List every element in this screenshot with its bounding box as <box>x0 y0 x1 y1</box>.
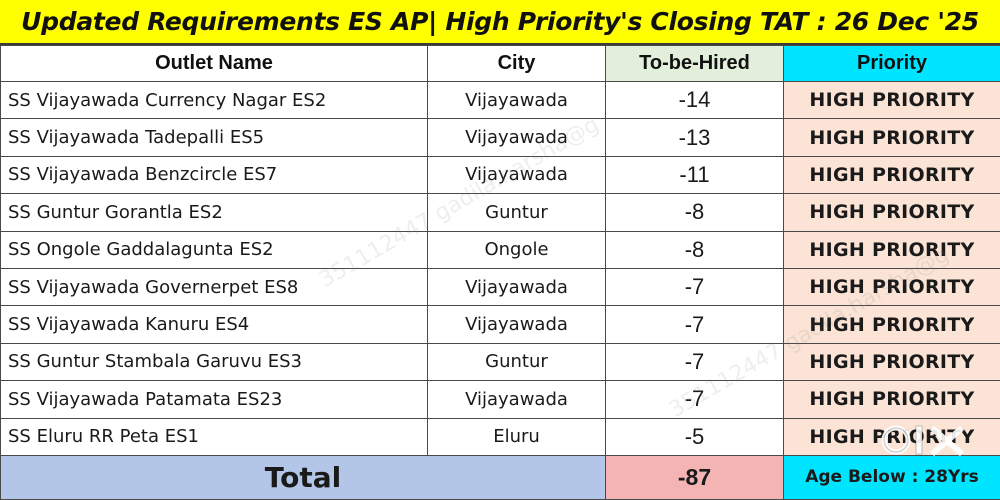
total-value: -87 <box>605 454 784 500</box>
outlet-name-cell: SS Guntur Stambala Garuvu ES3 <box>0 342 428 382</box>
outlet-name-cell: SS Vijayawada Currency Nagar ES2 <box>0 80 428 120</box>
to-be-hired-cell: -5 <box>605 417 784 456</box>
priority-cell: HIGH PRIORITY <box>783 230 1000 269</box>
priority-cell: HIGH PRIORITY <box>783 267 1000 307</box>
city-cell: Guntur <box>427 342 606 382</box>
total-label: Total <box>0 454 606 500</box>
table-row: SS Vijayawada Kanuru ES4 Vijayawada -7 H… <box>0 305 1000 344</box>
table-row: SS Ongole Gaddalagunta ES2 Ongole -8 HIG… <box>0 230 1000 269</box>
to-be-hired-cell: -13 <box>605 118 784 157</box>
outlet-name-cell: SS Ongole Gaddalagunta ES2 <box>0 230 428 269</box>
outlet-name-cell: SS Vijayawada Governerpet ES8 <box>0 267 428 307</box>
table-row: SS Vijayawada Currency Nagar ES2 Vijayaw… <box>0 80 1000 120</box>
title-bar: Updated Requirements ES AP| High Priorit… <box>0 0 1000 45</box>
to-be-hired-cell: -7 <box>605 305 784 344</box>
city-cell: Vijayawada <box>427 118 606 157</box>
col-header-to-be-hired: To-be-Hired <box>605 45 784 82</box>
to-be-hired-cell: -8 <box>605 193 784 232</box>
table-row: SS Guntur Stambala Garuvu ES3 Guntur -7 … <box>0 342 1000 382</box>
priority-cell: HIGH PRIORITY <box>783 305 1000 344</box>
requirements-table: Outlet Name City To-be-Hired Priority SS… <box>0 45 1000 500</box>
priority-cell: HIGH PRIORITY <box>783 380 1000 419</box>
priority-cell: HIGH PRIORITY <box>783 193 1000 232</box>
total-row: Total -87 Age Below : 28Yrs <box>0 454 1000 500</box>
priority-cell: HIGH PRIORITY <box>783 417 1000 456</box>
city-cell: Vijayawada <box>427 267 606 307</box>
outlet-name-cell: SS Vijayawada Kanuru ES4 <box>0 305 428 344</box>
to-be-hired-cell: -7 <box>605 380 784 419</box>
table-row: SS Vijayawada Tadepalli ES5 Vijayawada -… <box>0 118 1000 157</box>
city-cell: Vijayawada <box>427 80 606 120</box>
outlet-name-cell: SS Vijayawada Tadepalli ES5 <box>0 118 428 157</box>
col-header-city: City <box>427 45 606 82</box>
city-cell: Vijayawada <box>427 305 606 344</box>
outlet-name-cell: SS Vijayawada Benzcircle ES7 <box>0 155 428 195</box>
col-header-priority: Priority <box>783 45 1000 82</box>
col-header-outlet: Outlet Name <box>0 45 428 82</box>
city-cell: Vijayawada <box>427 155 606 195</box>
to-be-hired-cell: -11 <box>605 155 784 195</box>
city-cell: Eluru <box>427 417 606 456</box>
table-row: SS Vijayawada Benzcircle ES7 Vijayawada … <box>0 155 1000 195</box>
outlet-name-cell: SS Guntur Gorantla ES2 <box>0 193 428 232</box>
priority-cell: HIGH PRIORITY <box>783 342 1000 382</box>
outlet-name-cell: SS Eluru RR Peta ES1 <box>0 417 428 456</box>
table-row: SS Guntur Gorantla ES2 Guntur -8 HIGH PR… <box>0 193 1000 232</box>
table-row: SS Vijayawada Governerpet ES8 Vijayawada… <box>0 267 1000 307</box>
age-limit-note: Age Below : 28Yrs <box>783 454 1000 500</box>
page-title: Updated Requirements ES AP| High Priorit… <box>21 7 979 36</box>
priority-cell: HIGH PRIORITY <box>783 80 1000 120</box>
header-row: Outlet Name City To-be-Hired Priority <box>0 45 1000 82</box>
city-cell: Ongole <box>427 230 606 269</box>
priority-cell: HIGH PRIORITY <box>783 118 1000 157</box>
to-be-hired-cell: -14 <box>605 80 784 120</box>
city-cell: Vijayawada <box>427 380 606 419</box>
priority-cell: HIGH PRIORITY <box>783 155 1000 195</box>
city-cell: Guntur <box>427 193 606 232</box>
to-be-hired-cell: -7 <box>605 342 784 382</box>
table-row: SS Vijayawada Patamata ES23 Vijayawada -… <box>0 380 1000 419</box>
table-row: SS Eluru RR Peta ES1 Eluru -5 HIGH PRIOR… <box>0 417 1000 456</box>
to-be-hired-cell: -7 <box>605 267 784 307</box>
outlet-name-cell: SS Vijayawada Patamata ES23 <box>0 380 428 419</box>
to-be-hired-cell: -8 <box>605 230 784 269</box>
